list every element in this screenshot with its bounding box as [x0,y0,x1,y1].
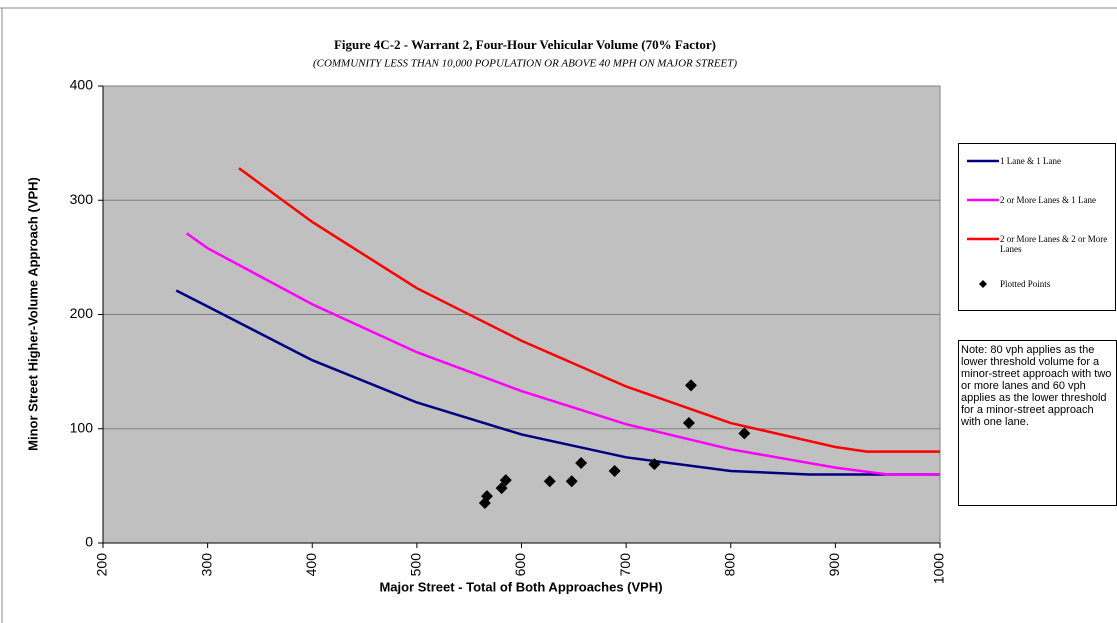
data-point [543,475,556,488]
legend-item: 2 or More Lanes & 2 or More Lanes [967,234,1115,254]
x-tick-label: 600 [512,553,528,577]
legend-item: Plotted Points [967,279,1115,289]
x-tick-label: 1000 [931,553,947,584]
note: Note: 80 vph applies as the lower thresh… [958,340,1117,506]
data-point [738,427,751,440]
legend-swatch [967,198,999,202]
x-tick-label: 300 [198,553,214,577]
y-tick-label: 400 [70,77,94,93]
x-tick-label: 500 [408,553,424,577]
legend-item: 1 Lane & 1 Lane [967,156,1115,166]
legend-item: 2 or More Lanes & 1 Lane [967,195,1115,205]
x-tick-label: 900 [826,553,842,577]
legend-swatch [967,159,999,163]
legend-swatch [967,237,999,241]
series-line [175,289,940,476]
legend-label: 1 Lane & 1 Lane [1000,156,1061,166]
legend: 1 Lane & 1 Lane 2 or More Lanes & 1 Lane 2… [958,143,1116,311]
data-point [480,490,493,503]
y-tick-label: 200 [70,305,94,321]
legend-swatch [979,280,987,288]
chart-title: Figure 4C-2 - Warrant 2, Four-Hour Vehic… [334,37,716,52]
x-tick-label: 700 [617,553,633,577]
legend-label: 2 or More Lanes & 1 Lane [1000,195,1096,205]
y-tick-label: 300 [70,191,94,207]
x-tick-label: 800 [721,553,737,577]
data-point [684,379,697,392]
legend-label: Plotted Points [1000,279,1051,289]
data-point [499,474,512,487]
y-axis-label: Minor Street Higher-Volume Approach (VPH… [25,177,40,451]
x-tick-label: 200 [94,553,110,577]
data-point [648,458,661,471]
chart-subtitle: (COMMUNITY LESS THAN 10,000 POPULATION O… [313,58,737,70]
x-tick-label: 400 [303,553,319,577]
series-line [238,167,940,453]
data-point [608,465,621,478]
data-point [575,457,588,470]
x-axis-label: Major Street - Total of Both Approaches … [379,579,662,594]
data-point [565,475,578,488]
y-tick-label: 0 [85,534,93,550]
y-tick-label: 100 [70,419,94,435]
data-point [682,417,695,430]
legend-label: 2 or More Lanes & 2 or More Lanes [1000,234,1108,254]
legend-marker [979,280,987,288]
series-line [185,232,940,476]
data-point [495,482,508,495]
